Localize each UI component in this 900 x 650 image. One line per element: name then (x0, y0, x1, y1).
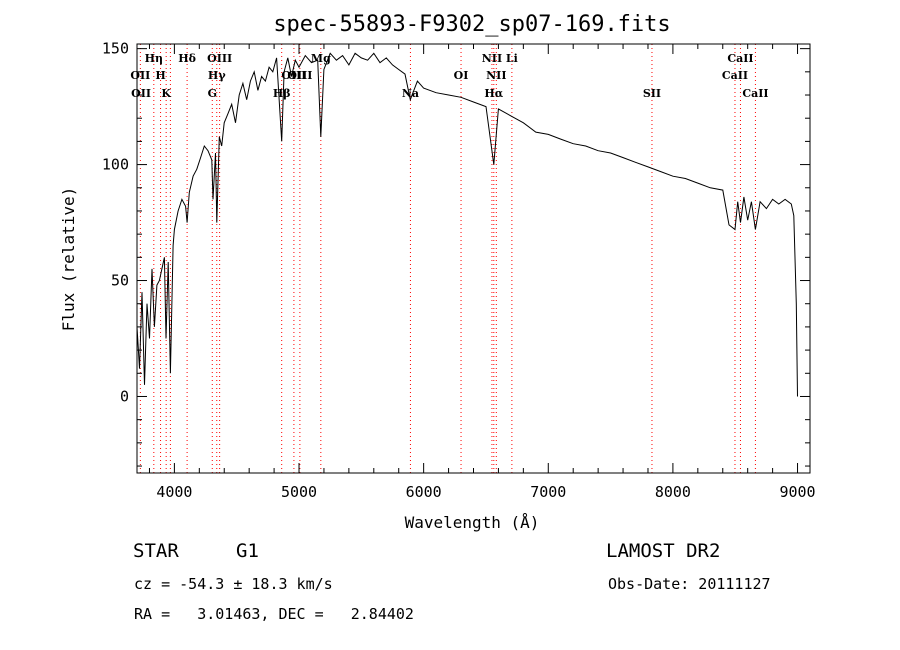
spectral-line-label: G (208, 87, 217, 100)
x-tick-label: 6000 (406, 483, 442, 501)
y-tick-label: 100 (102, 156, 129, 174)
x-tick-label: 5000 (281, 483, 317, 501)
spectral-line-label: CaII (727, 52, 753, 65)
spectral-line-label: Hβ (273, 87, 291, 100)
spectral-line-label: Hδ (178, 52, 196, 65)
spectral-line-label: Li (506, 52, 518, 65)
spectral-line-label: Hη (145, 52, 163, 65)
y-tick-label: 50 (111, 272, 129, 290)
redshift-readout: cz = -54.3 ± 18.3 km/s (134, 575, 333, 593)
x-tick-label: 8000 (655, 483, 691, 501)
spectral-line-label: OII (130, 69, 150, 82)
spectral-line-label: OIII (281, 69, 306, 82)
spectral-line-label: SII (643, 87, 661, 100)
spectral-line-label: Na (402, 87, 419, 100)
spectral-line-label: Mg (311, 52, 331, 65)
plot-axes: 4000 5000 6000 7000 8000 9000 0 50 100 150 (102, 40, 816, 501)
spectral-line-label: CaII (742, 87, 768, 100)
x-tick-label: 7000 (530, 483, 566, 501)
y-tick-label: 0 (120, 387, 129, 405)
chart-title: spec-55893-F9302_sp07-169.fits (273, 12, 670, 37)
coordinates-readout: RA = 3.01463, DEC = 2.84402 (134, 605, 414, 623)
spectral-line-label: OIII (287, 69, 312, 82)
subclass-label: G1 (236, 540, 259, 562)
spectral-line-labels: OIIOIIHηHKHδHγGOIIIHβOIIIOIIIMgNaOINIINI… (130, 52, 768, 100)
spectral-line-label: OI (454, 69, 469, 82)
spectral-line-label: NII (486, 69, 506, 82)
spectral-line-label: Hγ (208, 69, 226, 82)
x-tick-label: 9000 (779, 483, 815, 501)
plot-frame (136, 43, 811, 474)
spectral-line-label: H (155, 69, 165, 82)
x-axis-label: Wavelength (Å) (405, 513, 540, 532)
spectral-line-label: K (161, 87, 171, 100)
spectral-line-label: OII (131, 87, 151, 100)
y-tick-label: 150 (102, 40, 129, 58)
spectral-line-label: OIII (207, 52, 232, 65)
spectrum-series (136, 52, 798, 397)
y-axis-label: Flux (relative) (59, 187, 78, 332)
spectral-line-label: Hα (484, 87, 503, 100)
x-tick-label: 4000 (156, 483, 192, 501)
spectral-line-label: CaII (722, 69, 748, 82)
survey-label: LAMOST DR2 (606, 540, 721, 562)
obs-date-readout: Obs-Date: 20111127 (608, 575, 771, 593)
spectral-line-label: NII (482, 52, 502, 65)
spectrum-line (136, 52, 798, 397)
object-class-label: STAR (133, 540, 179, 562)
